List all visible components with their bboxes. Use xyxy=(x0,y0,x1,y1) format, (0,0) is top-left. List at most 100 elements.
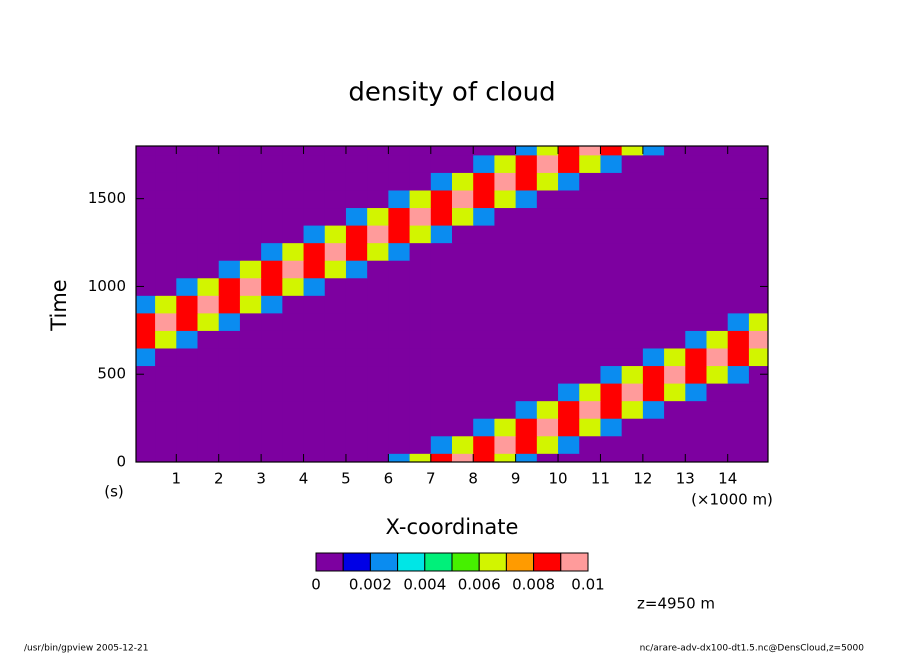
contour-cell xyxy=(706,418,729,437)
contour-cell xyxy=(155,312,177,331)
contour-cell xyxy=(727,418,750,437)
contour-cell xyxy=(706,189,729,209)
contour-cell xyxy=(324,146,347,156)
x-tick-label: 7 xyxy=(426,470,436,488)
contour-cell xyxy=(409,207,432,226)
contour-cell xyxy=(494,400,517,419)
contour-cell xyxy=(727,225,750,244)
contour-cell xyxy=(303,347,326,367)
contour-cell xyxy=(218,383,241,402)
contour-cell xyxy=(388,242,411,261)
contour-cell xyxy=(367,146,389,156)
contour-cell xyxy=(558,435,580,454)
contour-cell xyxy=(303,225,326,244)
contour-cell xyxy=(155,295,177,314)
footer-left: /usr/bin/gpview 2005-12-21 xyxy=(24,644,148,654)
contour-cell xyxy=(536,172,559,191)
contour-cell xyxy=(494,277,517,296)
contour-cell xyxy=(136,383,156,402)
contour-cell xyxy=(239,453,262,462)
contour-cell xyxy=(136,330,156,349)
contour-cell xyxy=(409,347,432,367)
contour-cell xyxy=(388,330,411,349)
contour-cell xyxy=(239,365,262,384)
contour-cell xyxy=(473,189,496,209)
contour-cell xyxy=(664,347,686,367)
contour-cell xyxy=(136,207,156,226)
contour-cell xyxy=(473,330,496,349)
x-tick-label: 1 xyxy=(172,470,182,488)
contour-cell xyxy=(685,330,708,349)
contour-cell xyxy=(218,365,241,384)
contour-cell xyxy=(600,453,623,462)
contour-cell xyxy=(748,383,768,402)
contour-cell xyxy=(706,277,729,296)
contour-cell xyxy=(685,277,708,296)
contour-cell xyxy=(536,154,559,173)
colorbar-swatch xyxy=(424,552,453,572)
contour-cell xyxy=(621,260,644,279)
y-tick-label: 1500 xyxy=(88,189,126,207)
contour-cell xyxy=(176,260,199,279)
contour-cell xyxy=(685,383,708,402)
contour-cell xyxy=(515,260,538,279)
contour-cell xyxy=(282,260,305,279)
contour-cell xyxy=(388,383,411,402)
x-tick-label: 13 xyxy=(676,470,695,488)
contour-cell xyxy=(473,295,496,314)
contour-cell xyxy=(136,277,156,296)
contour-cell xyxy=(388,400,411,419)
contour-cell xyxy=(621,172,644,191)
contour-cell xyxy=(748,400,768,419)
contour-cell xyxy=(642,295,665,314)
contour-cell xyxy=(494,312,517,331)
contour-cell xyxy=(136,312,156,331)
contour-cell xyxy=(261,383,283,402)
contour-cell xyxy=(155,154,177,173)
contour-cell xyxy=(176,365,199,384)
contour-cell xyxy=(282,207,305,226)
contour-cell xyxy=(261,260,283,279)
contour-cell xyxy=(345,260,368,279)
contour-cell xyxy=(494,207,517,226)
contour-cell xyxy=(282,453,305,462)
contour-cell xyxy=(579,295,602,314)
contour-cell xyxy=(367,435,389,454)
contour-cell xyxy=(452,347,474,367)
annotation: z=4950 m xyxy=(637,595,715,613)
contour-cell xyxy=(748,365,768,384)
contour-cell xyxy=(261,347,283,367)
contour-cell xyxy=(388,418,411,437)
contour-cell xyxy=(579,242,602,261)
contour-cell xyxy=(452,295,474,314)
contour-cell xyxy=(748,154,768,173)
contour-cell xyxy=(473,207,496,226)
contour-cell xyxy=(409,330,432,349)
contour-cell xyxy=(452,146,474,156)
contour-cell xyxy=(261,312,283,331)
x-tick-label: 12 xyxy=(633,470,652,488)
contour-cell xyxy=(345,172,368,191)
contour-cell xyxy=(642,277,665,296)
contour-cell xyxy=(218,453,241,462)
contour-cell xyxy=(706,146,729,156)
contour-cell xyxy=(748,189,768,209)
contour-cell xyxy=(515,312,538,331)
contour-cell xyxy=(664,277,686,296)
contour-cell xyxy=(642,154,665,173)
contour-cell xyxy=(345,383,368,402)
contour-cell xyxy=(430,383,453,402)
contour-cell xyxy=(197,418,220,437)
contour-cell xyxy=(558,365,580,384)
contour-cell xyxy=(748,146,768,156)
contour-cell xyxy=(748,330,768,349)
contour-cell xyxy=(642,242,665,261)
contour-cell xyxy=(706,312,729,331)
contour-cell xyxy=(261,400,283,419)
contour-cell xyxy=(558,277,580,296)
contour-cell xyxy=(239,260,262,279)
contour-cell xyxy=(367,418,389,437)
contour-cell xyxy=(345,242,368,261)
contour-cell xyxy=(345,189,368,209)
